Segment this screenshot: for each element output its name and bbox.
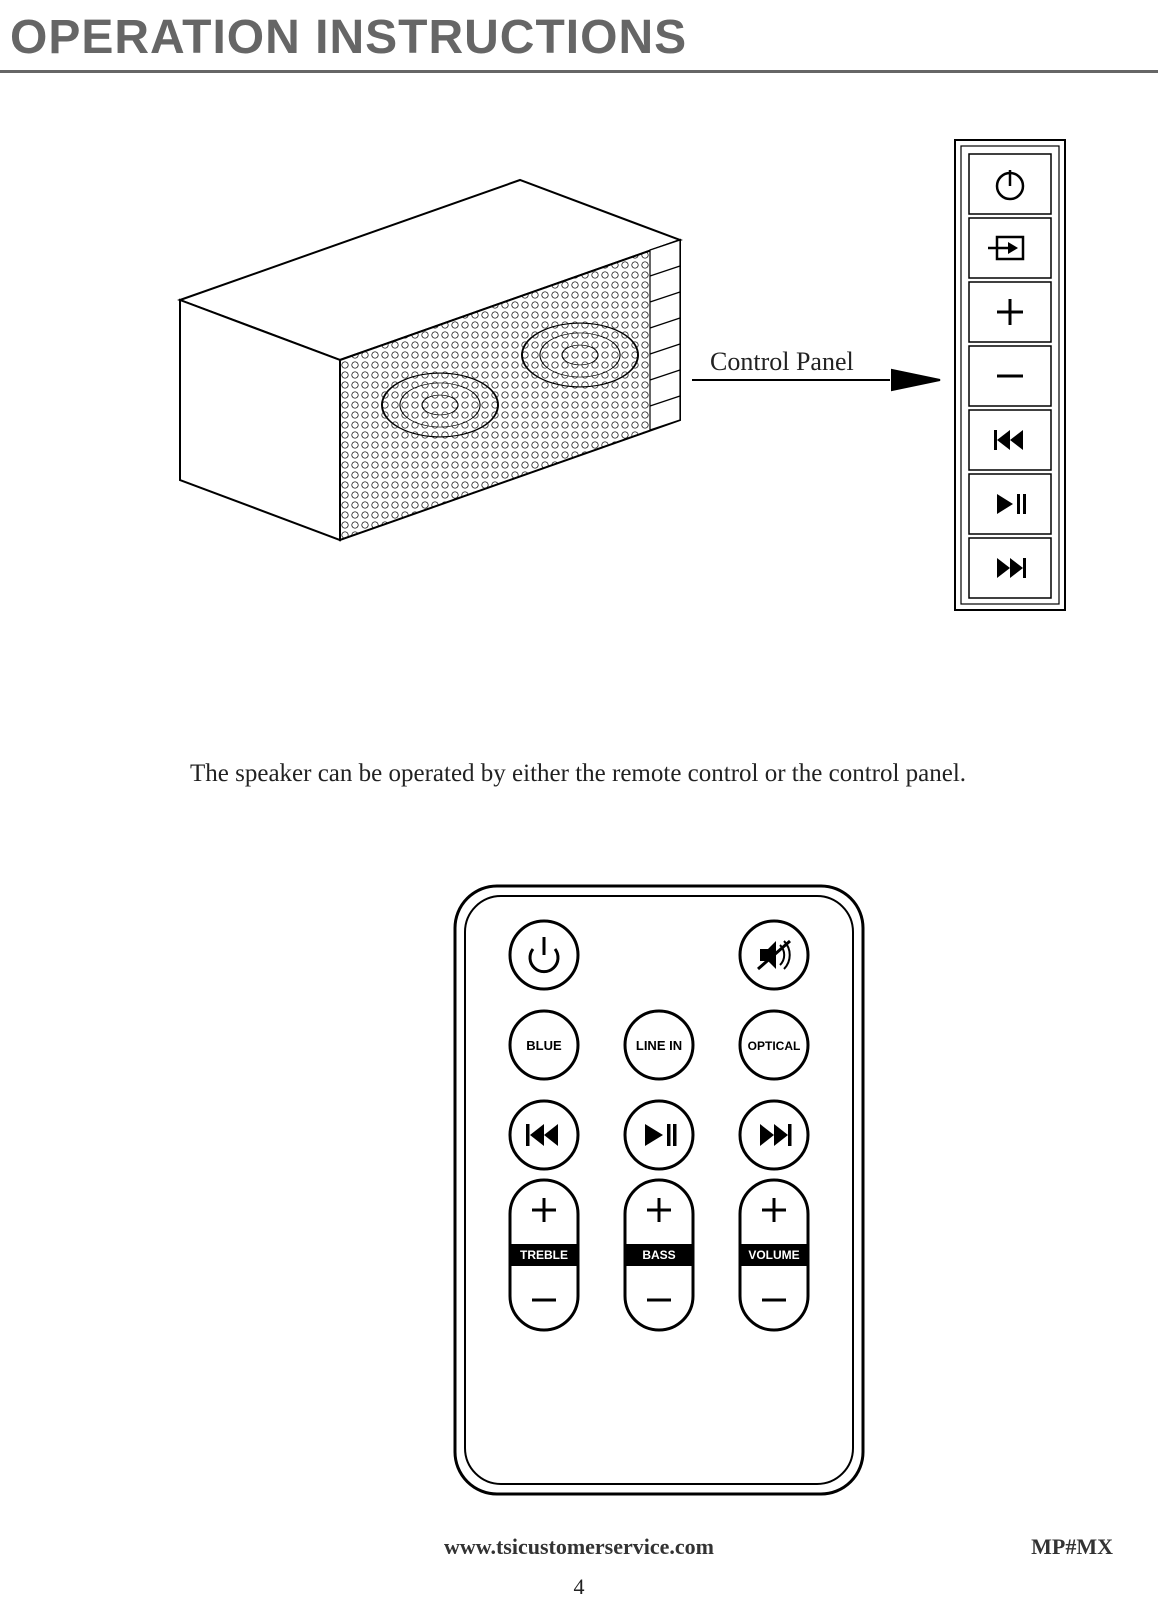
volume-label: VOLUME: [748, 1248, 799, 1262]
optical-label: OPTICAL: [748, 1039, 801, 1053]
description-text: The speaker can be operated by either th…: [190, 760, 966, 788]
blue-label: BLUE: [526, 1038, 562, 1053]
optical-button: OPTICAL: [740, 1011, 808, 1079]
title-bar: OPERATION INSTRUCTIONS: [0, 0, 1158, 73]
line-in-label: LINE IN: [636, 1038, 682, 1053]
manual-page: OPERATION INSTRUCTIONS: [0, 0, 1158, 1615]
page-number: 4: [574, 1574, 585, 1600]
speaker-figure: Control Panel: [120, 110, 1120, 670]
treble-rocker: TREBLE: [510, 1180, 578, 1330]
remote-prev-button: [510, 1101, 578, 1169]
bass-label: BASS: [642, 1248, 675, 1262]
treble-label: TREBLE: [520, 1248, 568, 1262]
remote-next-button: [740, 1101, 808, 1169]
callout-label: Control Panel: [710, 347, 854, 376]
footer-url: www.tsicustomerservice.com: [444, 1534, 714, 1560]
remote-power-button: [510, 921, 578, 989]
remote-play-pause-button: [625, 1101, 693, 1169]
blue-button: BLUE: [510, 1011, 578, 1079]
bass-rocker: BASS: [625, 1180, 693, 1330]
page-title: OPERATION INSTRUCTIONS: [0, 10, 687, 70]
footer-code: MP#MX: [1031, 1534, 1113, 1560]
remote-mute-button: [740, 921, 808, 989]
control-panel-strip: [955, 140, 1065, 610]
line-in-button: LINE IN: [625, 1011, 693, 1079]
remote-control: BLUE LINE IN OPTICAL: [449, 880, 869, 1500]
volume-rocker: VOLUME: [740, 1180, 808, 1330]
